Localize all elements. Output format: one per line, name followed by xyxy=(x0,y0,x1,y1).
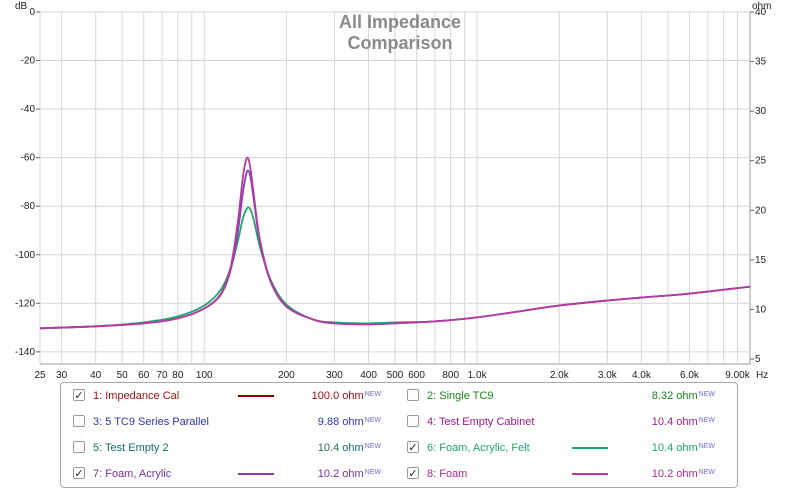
legend-value-text: 10.2 ohm xyxy=(651,468,698,480)
legend-value-text: 100.0 ohm xyxy=(311,390,364,402)
legend-label: 2: Single TC9 xyxy=(427,390,494,402)
x-tick-label: 25 xyxy=(34,370,46,380)
right-tick-label: 25 xyxy=(755,156,767,167)
right-tick-label: 20 xyxy=(755,205,767,216)
legend-value: 9.88 ohmNEW xyxy=(318,413,381,431)
left-axis-unit: dB xyxy=(15,1,28,12)
x-tick-label: 4.0k xyxy=(632,370,652,380)
chart-title-line-2: Comparison xyxy=(347,33,452,53)
legend-label: 3: 5 TC9 Series Parallel xyxy=(93,416,209,428)
impedance-chart: 25 30 40 50 60 70 80 100 200 300 400 500 600 800 1.0k 2… xyxy=(15,1,771,380)
legend-value-text: 10.4 ohm xyxy=(651,442,698,454)
legend-new-badge: NEW xyxy=(698,469,715,476)
left-tick-label: -140 xyxy=(15,347,35,358)
legend-checkbox[interactable]: ✓ xyxy=(73,389,85,402)
legend-value: 10.4 ohmNEW xyxy=(318,439,381,457)
legend-label: 4: Test Empty Cabinet xyxy=(427,416,535,428)
right-tick-label: 35 xyxy=(755,57,767,68)
legend-value: 10.4 ohmNEW xyxy=(652,439,715,457)
left-tick-label: -60 xyxy=(21,153,36,164)
legend-entry: 4: Test Empty Cabinet 10.4 ohmNEW xyxy=(407,413,719,431)
legend-value: 8.32 ohmNEW xyxy=(652,387,715,405)
legend-checkbox[interactable]: ✓ xyxy=(407,467,419,480)
legend-swatch xyxy=(572,473,608,475)
right-tick-label: 30 xyxy=(755,106,767,117)
legend-label: 1: Impedance Cal xyxy=(93,390,180,402)
legend-value-text: 9.88 ohm xyxy=(317,416,364,428)
legend-new-badge: NEW xyxy=(364,469,381,476)
legend-new-badge: NEW xyxy=(364,391,381,398)
legend-entry: ✓ 7: Foam, Acrylic 10.2 ohmNEW xyxy=(73,465,385,483)
legend-new-badge: NEW xyxy=(698,417,715,424)
legend-value: 10.4 ohmNEW xyxy=(652,413,715,431)
left-tick-label: 0 xyxy=(29,7,35,18)
x-tick-label: 9.00k xyxy=(725,370,750,380)
legend-entry: 2: Single TC9 8.32 ohmNEW xyxy=(407,387,719,405)
left-tick-label: -120 xyxy=(15,298,35,309)
legend-value-text: 10.2 ohm xyxy=(317,468,364,480)
legend-checkbox[interactable]: ✓ xyxy=(73,467,85,480)
right-tick-label: 10 xyxy=(755,304,767,315)
legend-new-badge: NEW xyxy=(364,443,381,450)
x-tick-label: 6.0k xyxy=(680,370,700,380)
x-tick-label: 500 xyxy=(387,370,404,380)
x-tick-label: 600 xyxy=(408,370,425,380)
x-tick-label: 70 xyxy=(156,370,168,380)
legend-checkbox[interactable]: ✓ xyxy=(407,441,419,454)
legend-new-badge: NEW xyxy=(698,443,715,450)
legend-value: 10.2 ohmNEW xyxy=(652,465,715,483)
legend-checkbox[interactable] xyxy=(73,441,85,453)
legend-swatch xyxy=(572,447,608,449)
axis-ticks: 25 30 40 50 60 70 80 100 200 300 400 500 600 800 1.0k 2… xyxy=(15,7,767,380)
legend-entry: 5: Test Empty 2 10.4 ohmNEW xyxy=(73,439,385,457)
series-line-foam xyxy=(39,156,751,330)
legend-entry: ✓ 8: Foam 10.2 ohmNEW xyxy=(407,465,719,483)
right-tick-label: 5 xyxy=(755,354,761,365)
x-tick-label: 400 xyxy=(360,370,377,380)
grid xyxy=(39,11,750,364)
x-tick-label: 30 xyxy=(56,370,68,380)
x-tick-label: 300 xyxy=(326,370,343,380)
x-axis-unit: Hz xyxy=(756,370,768,380)
legend-swatch xyxy=(238,395,274,397)
x-tick-label: 60 xyxy=(138,370,150,380)
right-tick-label: 40 xyxy=(755,7,767,18)
legend-checkbox[interactable] xyxy=(407,415,419,427)
legend-swatch xyxy=(238,473,274,475)
curves xyxy=(39,156,751,330)
legend-label: 6: Foam, Acrylic, Felt xyxy=(427,442,530,454)
left-tick-label: -100 xyxy=(15,250,35,261)
x-tick-label: 80 xyxy=(172,370,184,380)
x-tick-label: 100 xyxy=(196,370,213,380)
legend-value: 100.0 ohmNEW xyxy=(312,387,381,405)
right-axis-unit: ohm xyxy=(752,1,771,12)
left-tick-label: -80 xyxy=(21,201,36,212)
legend-checkbox[interactable] xyxy=(407,389,419,401)
x-tick-label: 1.0k xyxy=(468,370,488,380)
legend-entry: ✓ 6: Foam, Acrylic, Felt 10.4 ohmNEW xyxy=(407,439,719,457)
legend-value-text: 10.4 ohm xyxy=(317,442,364,454)
legend-new-badge: NEW xyxy=(364,417,381,424)
right-tick-label: 15 xyxy=(755,255,767,266)
legend-label: 7: Foam, Acrylic xyxy=(93,468,172,480)
x-tick-label: 800 xyxy=(442,370,459,380)
legend-panel: ✓ 1: Impedance Cal 100.0 ohmNEW 2: Single T… xyxy=(60,382,738,488)
x-tick-label: 40 xyxy=(90,370,102,380)
left-tick-label: -20 xyxy=(21,56,36,67)
x-tick-label: 50 xyxy=(117,370,129,380)
x-tick-label: 3.0k xyxy=(598,370,618,380)
x-tick-label: 200 xyxy=(278,370,295,380)
legend-label: 8: Foam xyxy=(427,468,468,480)
left-tick-label: -40 xyxy=(21,104,36,115)
legend-value-text: 8.32 ohm xyxy=(651,390,698,402)
legend-entry: ✓ 1: Impedance Cal 100.0 ohmNEW xyxy=(73,387,385,405)
legend-value: 10.2 ohmNEW xyxy=(318,465,381,483)
legend-entry: 3: 5 TC9 Series Parallel 9.88 ohmNEW xyxy=(73,413,385,431)
chart-title-line-1: All Impedance xyxy=(339,12,461,32)
legend-label: 5: Test Empty 2 xyxy=(93,442,169,454)
legend-value-text: 10.4 ohm xyxy=(651,416,698,428)
x-tick-label: 2.0k xyxy=(550,370,570,380)
legend-checkbox[interactable] xyxy=(73,415,85,427)
legend-new-badge: NEW xyxy=(698,391,715,398)
